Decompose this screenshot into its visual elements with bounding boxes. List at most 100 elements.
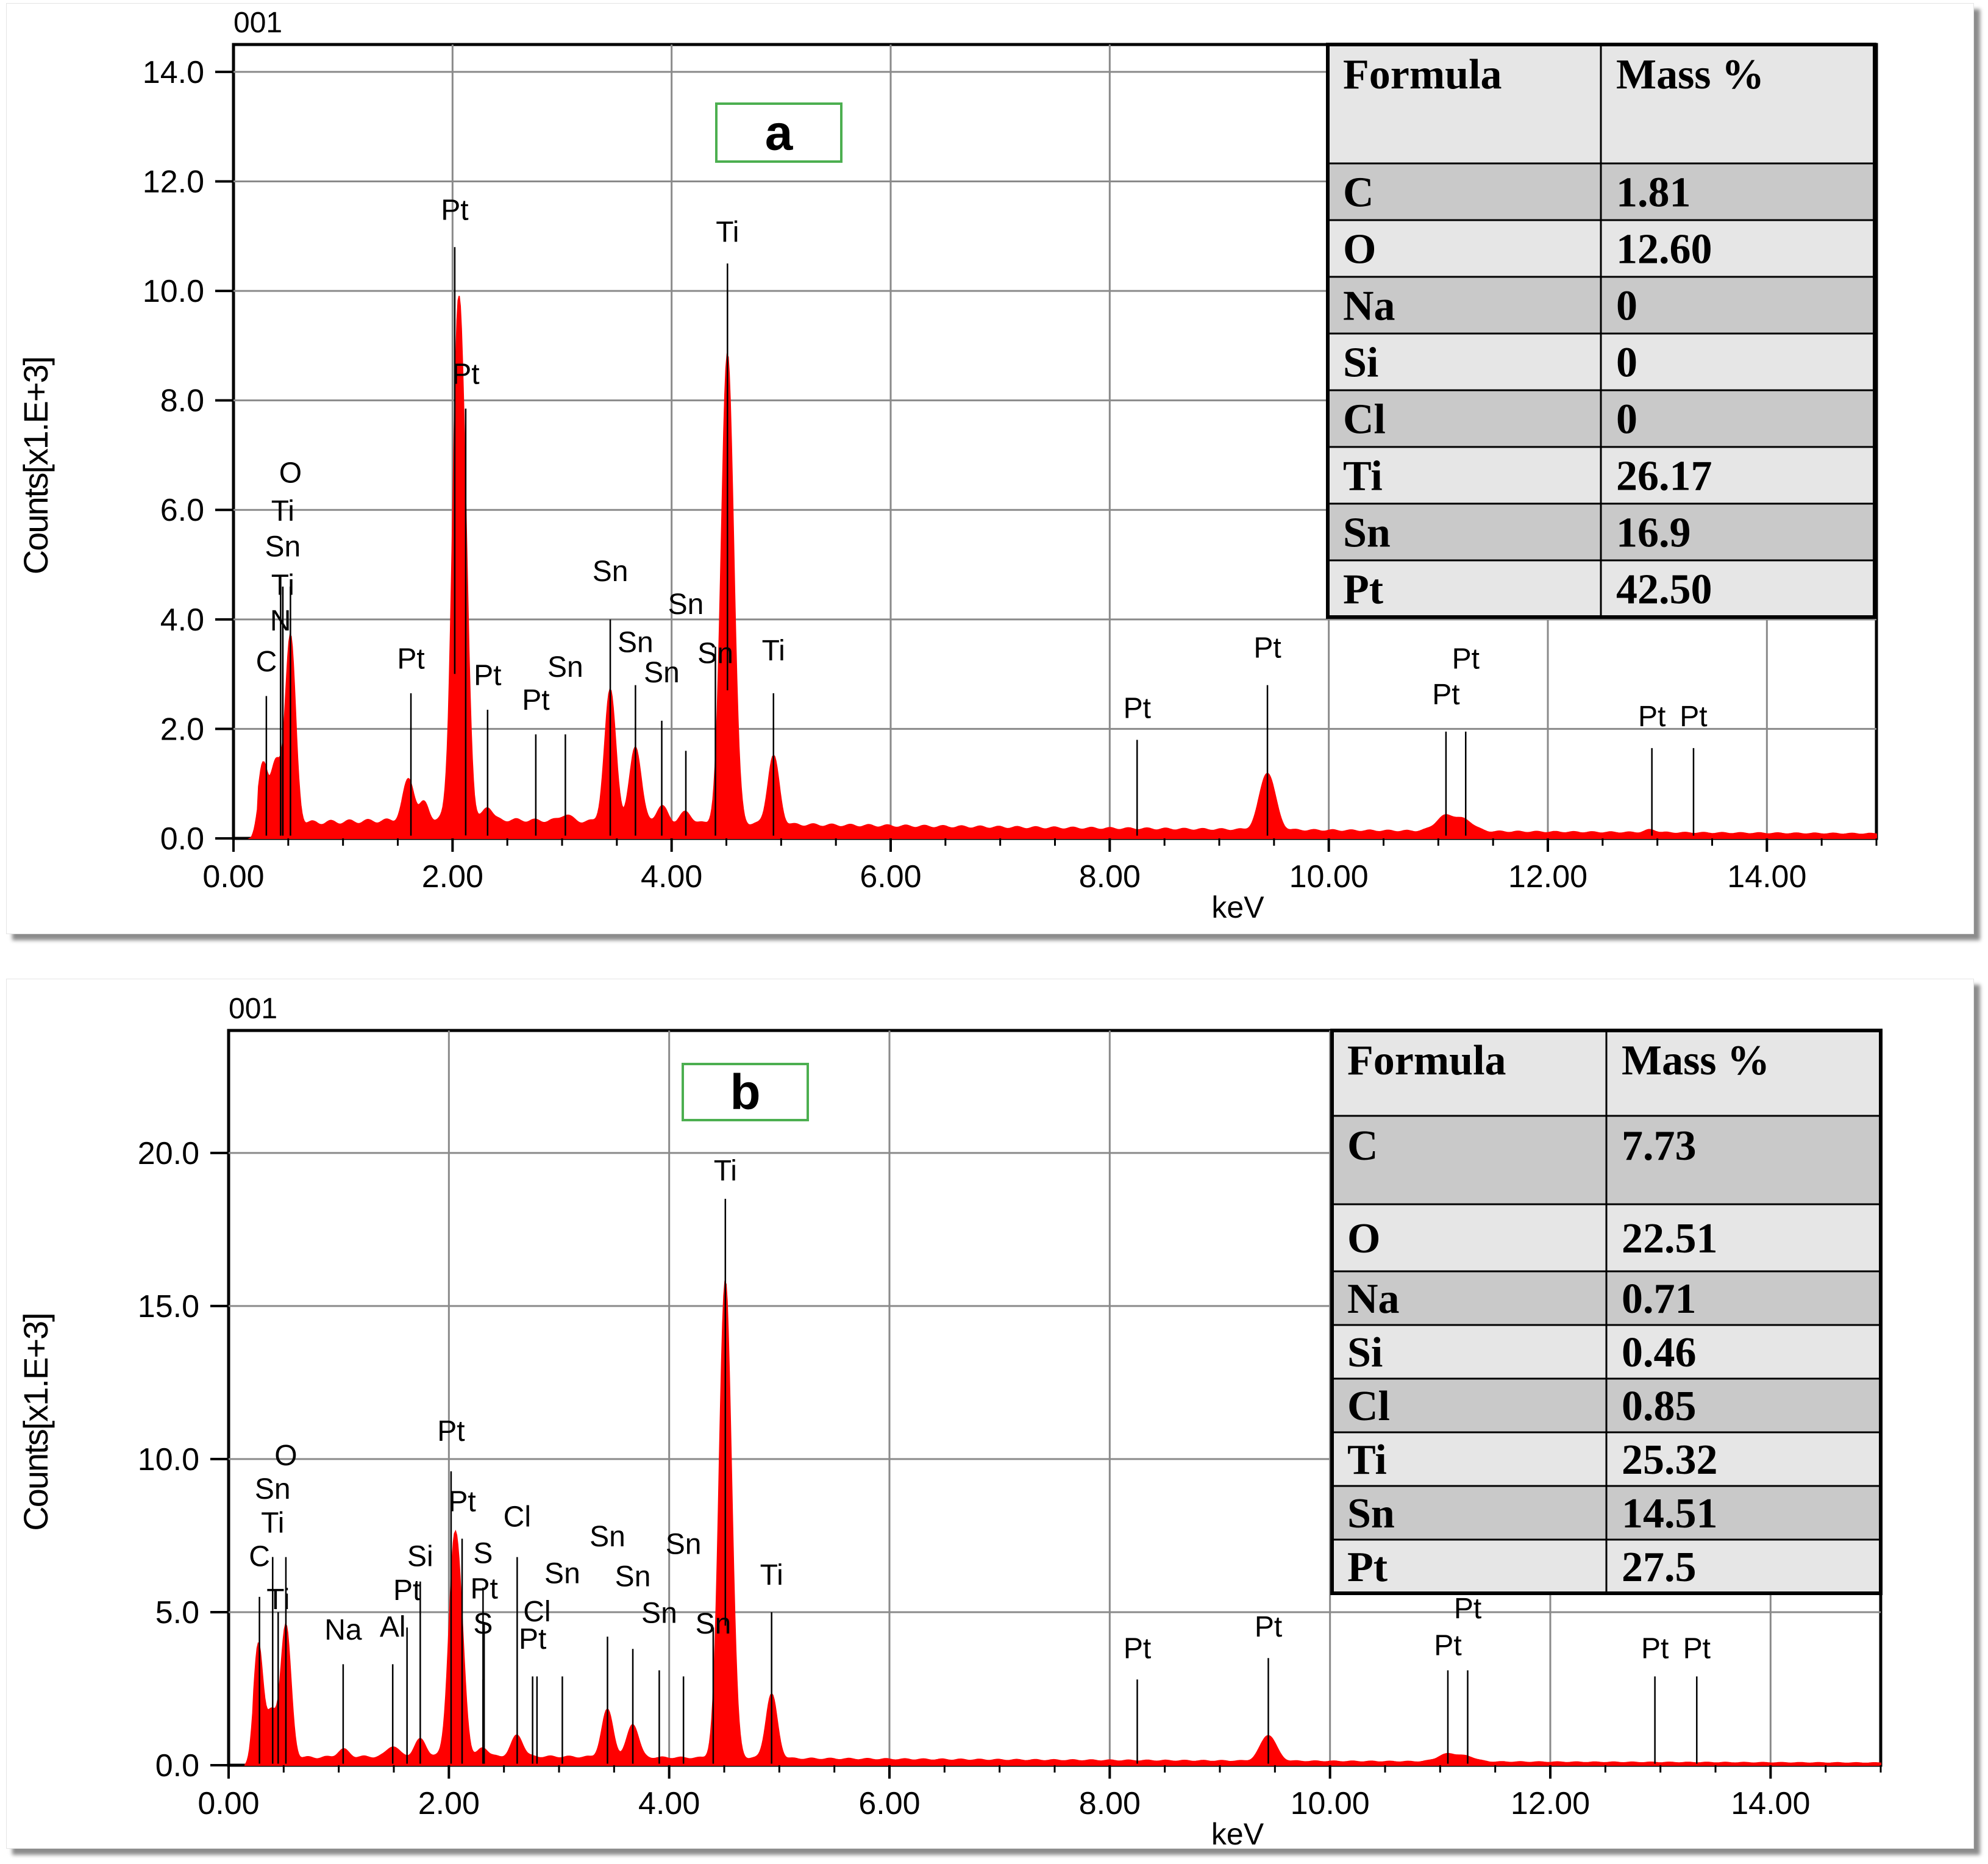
peak-label-al: Al	[380, 1611, 406, 1643]
table-mass-value: 26.17	[1616, 453, 1712, 500]
peak-label-sn: Sn	[668, 588, 704, 621]
x-tick-label: 12.00	[1508, 859, 1587, 895]
peak-label-pt: Pt	[1255, 1611, 1282, 1643]
table-element: Sn	[1343, 510, 1391, 557]
y-tick-label: 20.0	[138, 1136, 199, 1171]
peak-label-ti: Ti	[762, 635, 785, 667]
x-tick-label: 2.00	[418, 1786, 480, 1821]
table-header-cell	[1327, 43, 1602, 165]
table-mass-value: 25.32	[1622, 1437, 1718, 1484]
x-tick-label: 12.00	[1511, 1786, 1590, 1821]
table-mass-value: 12.60	[1616, 226, 1712, 273]
peak-label-ti: Ti	[271, 569, 294, 601]
peak-label-pt: Pt	[441, 194, 468, 226]
x-tick-label: 0.00	[202, 859, 264, 895]
peak-label-ti: Ti	[271, 495, 294, 527]
table-cell	[1331, 1538, 1608, 1594]
peak-label-pt: Pt	[522, 684, 549, 716]
table-cell	[1605, 1115, 1882, 1205]
peak-label-pt: Pt	[474, 660, 501, 692]
peak-label-sn: Sn	[590, 1521, 625, 1553]
peak-label-ti: Ti	[266, 1584, 290, 1616]
y-tick-label: 4.0	[160, 602, 204, 638]
peak-label-pt: Pt	[1253, 632, 1281, 665]
peak-label-pt: Pt	[1454, 1593, 1481, 1625]
table-header-formula: Formula	[1343, 51, 1502, 98]
peak-label-pt: Pt	[397, 643, 424, 676]
table-mass-value: 0	[1616, 340, 1637, 387]
table-element: Cl	[1347, 1383, 1390, 1430]
table-cell	[1600, 502, 1876, 562]
x-tick-label: 8.00	[1079, 1786, 1141, 1821]
peak-label-pt: Pt	[452, 359, 479, 391]
composition-table: Formula Mass % C 1.81 O 12.60 Na 0 Si 0 Cl 0 Ti 26.17…	[1326, 43, 1876, 619]
x-tick-label: 2.00	[422, 859, 483, 895]
table-border	[1330, 1029, 1883, 1595]
x-tick-label: 10.00	[1291, 1786, 1370, 1821]
table-cell	[1605, 1485, 1882, 1541]
table-header-mass: Mass %	[1622, 1037, 1770, 1084]
peak-label-sn: Sn	[615, 1560, 651, 1593]
table-element: C	[1347, 1123, 1378, 1169]
y-tick-label: 5.0	[155, 1595, 199, 1630]
table-element: Ti	[1347, 1437, 1387, 1484]
table-element: Ti	[1343, 453, 1383, 500]
y-tick-label: 2.0	[160, 712, 204, 747]
table-header-cell	[1605, 1029, 1882, 1117]
corner-label: 001	[229, 993, 277, 1025]
table-cell	[1327, 559, 1602, 618]
table-cell	[1600, 162, 1876, 221]
table-element: Si	[1343, 340, 1378, 387]
peak-label-pt: Pt	[437, 1415, 465, 1448]
table-mass-value: 14.51	[1622, 1490, 1718, 1537]
table-element: Sn	[1347, 1490, 1395, 1537]
peak-label-pt: Pt	[1641, 1632, 1669, 1665]
peak-label-o: O	[274, 1440, 297, 1472]
table-header-cell	[1600, 43, 1876, 165]
y-tick-label: 15.0	[138, 1289, 199, 1324]
table-element: Na	[1347, 1276, 1400, 1323]
y-axis-label: Counts[x1.E+3]	[16, 1313, 55, 1530]
table-cell	[1600, 559, 1876, 618]
peak-label-sn: Sn	[544, 1557, 580, 1590]
peak-label-o: O	[279, 457, 302, 489]
table-cell	[1331, 1485, 1608, 1541]
x-tick-label: 8.00	[1079, 859, 1141, 895]
panel-label: a	[765, 105, 794, 161]
y-tick-label: 0.0	[160, 821, 204, 857]
peak-label-pt: Pt	[1432, 679, 1459, 711]
table-element: Pt	[1347, 1544, 1388, 1591]
peak-label-sn: Sn	[547, 651, 583, 684]
peak-label-pt: Pt	[1434, 1629, 1461, 1662]
peak-label-sn: Sn	[618, 627, 654, 659]
table-element: Si	[1347, 1329, 1383, 1376]
table-cell	[1600, 276, 1876, 335]
table-cell	[1600, 446, 1876, 505]
x-axis-label: keV	[1211, 1817, 1264, 1851]
table-element: Na	[1343, 283, 1395, 330]
table-cell	[1600, 389, 1876, 448]
peak-label-sn: Sn	[666, 1529, 702, 1561]
table-mass-value: 0.46	[1622, 1329, 1697, 1376]
table-header-mass: Mass %	[1616, 51, 1764, 98]
table-element: Cl	[1343, 396, 1386, 443]
table-mass-value: 0	[1616, 283, 1637, 330]
table-mass-value: 22.51	[1622, 1215, 1718, 1262]
peak-label-pt: Pt	[1680, 701, 1707, 733]
x-axis-label: keV	[1211, 890, 1264, 924]
panel-label-box	[682, 1063, 809, 1121]
x-tick-label: 6.00	[860, 859, 921, 895]
peak-label-n: N	[270, 605, 291, 637]
y-tick-label: 8.0	[160, 384, 204, 419]
peak-label-na: Na	[324, 1614, 362, 1646]
peak-label-s: S	[473, 1608, 493, 1640]
table-mass-value: 27.5	[1622, 1544, 1697, 1591]
table-mass-value: 0	[1616, 396, 1637, 443]
peak-label-pt: Pt	[470, 1573, 497, 1605]
peak-label-sn: Sn	[641, 1598, 677, 1630]
peak-label-ti: Ti	[716, 216, 739, 248]
y-tick-label: 0.0	[155, 1748, 199, 1784]
peak-label-si: Si	[407, 1541, 433, 1573]
spectrum-area	[248, 296, 1877, 839]
